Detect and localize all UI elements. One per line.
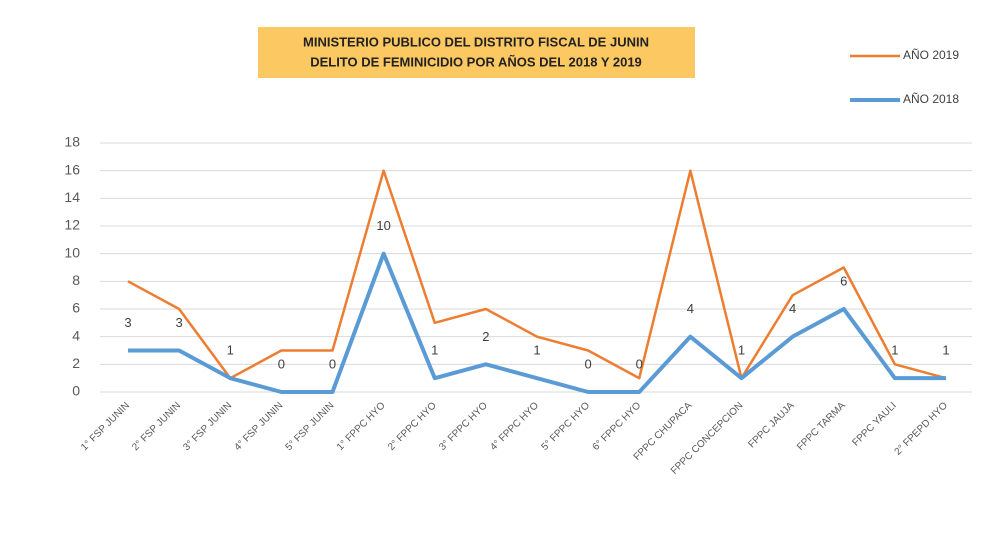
data-label: 1 bbox=[431, 343, 438, 358]
data-label: 4 bbox=[687, 301, 694, 316]
data-label: 1 bbox=[942, 343, 949, 358]
x-tick-label: 4° FPPC HYO bbox=[488, 400, 541, 453]
legend-label: AÑO 2019 bbox=[903, 48, 959, 62]
x-tick-label: 2° FPPC HYO bbox=[386, 400, 439, 453]
data-label: 10 bbox=[376, 218, 390, 233]
x-tick-label: 2° FSP JUNIN bbox=[130, 400, 183, 453]
data-label: 6 bbox=[840, 273, 847, 288]
data-label: 2 bbox=[482, 329, 489, 344]
x-tick-label: 6° FPPC HYO bbox=[591, 400, 644, 453]
data-label: 0 bbox=[636, 356, 643, 371]
y-tick-label: 14 bbox=[64, 189, 80, 205]
x-tick-label: FPPC YAULI bbox=[850, 400, 898, 448]
legend-label: AÑO 2018 bbox=[903, 92, 959, 106]
series-line bbox=[128, 251, 946, 394]
y-tick-label: 2 bbox=[72, 355, 80, 371]
data-label: 3 bbox=[176, 315, 183, 330]
x-tick-label: 1° FPPC HYO bbox=[335, 400, 388, 453]
y-tick-label: 0 bbox=[72, 383, 80, 399]
x-tick-label: 1° FSP JUNIN bbox=[79, 400, 132, 453]
x-tick-label: 5° FPPC HYO bbox=[539, 400, 592, 453]
data-label: 4 bbox=[789, 301, 796, 316]
x-tick-label: 4° FSP JUNIN bbox=[232, 400, 285, 453]
x-tick-label: FPPC TARMA bbox=[795, 400, 848, 453]
data-label: 1 bbox=[738, 343, 745, 358]
y-tick-label: 16 bbox=[64, 161, 80, 177]
data-label: 0 bbox=[585, 356, 592, 371]
x-tick-label: FPPC JAUJA bbox=[746, 400, 796, 450]
x-tick-label: 3° FPPC HYO bbox=[437, 400, 490, 453]
chart-subtitle: DELITO DE FEMINICIDIO POR AÑOS DEL 2018 … bbox=[310, 54, 642, 69]
chart-title: MINISTERIO PUBLICO DEL DISTRITO FISCAL D… bbox=[303, 34, 649, 49]
x-tick-label: 2° FPEPD HYO bbox=[893, 400, 951, 458]
x-tick-label: 3° FSP JUNIN bbox=[181, 400, 234, 453]
data-label: 0 bbox=[329, 356, 336, 371]
title-box bbox=[258, 27, 695, 78]
data-label: 3 bbox=[124, 315, 131, 330]
y-tick-label: 4 bbox=[72, 327, 80, 343]
y-tick-label: 8 bbox=[72, 272, 80, 288]
y-tick-label: 12 bbox=[64, 217, 80, 233]
data-label: 1 bbox=[533, 343, 540, 358]
data-label: 1 bbox=[891, 343, 898, 358]
data-label: 0 bbox=[278, 356, 285, 371]
x-tick-label: 5° FSP JUNIN bbox=[284, 400, 337, 453]
data-label: 1 bbox=[227, 343, 234, 358]
y-tick-label: 6 bbox=[72, 300, 80, 316]
y-tick-label: 18 bbox=[64, 134, 80, 150]
y-tick-label: 10 bbox=[64, 244, 80, 260]
series-line bbox=[127, 169, 947, 380]
